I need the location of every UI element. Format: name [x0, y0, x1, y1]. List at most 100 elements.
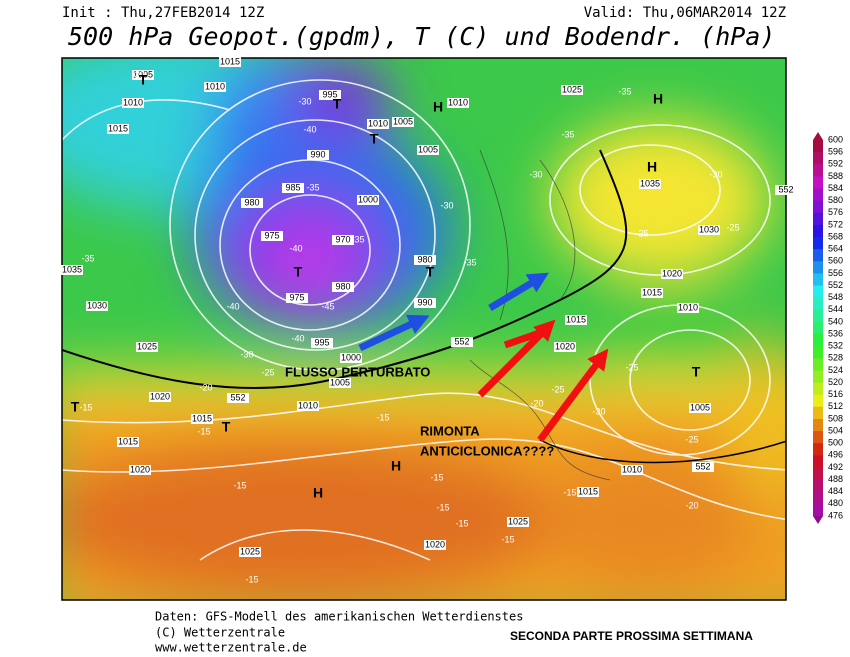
- temperature-label: -30: [131, 69, 144, 79]
- temperature-label: -15: [376, 412, 389, 422]
- label-box: [775, 185, 797, 195]
- colorbar-label: 552: [828, 280, 843, 290]
- isobar-label: 990: [417, 297, 432, 307]
- label-box: [136, 342, 158, 352]
- temperature-label: -25: [261, 367, 274, 377]
- footer-copyright: (C) Wetterzentrale: [155, 626, 285, 640]
- colorbar-swatch: [813, 491, 823, 505]
- ridge-arrow: [477, 319, 556, 398]
- isobar-label: 1005: [690, 402, 710, 412]
- label-box: [86, 301, 108, 311]
- label-box: [677, 303, 699, 313]
- temperature-label: -40: [289, 243, 302, 253]
- colorbar-label: 476: [828, 510, 843, 520]
- label-box: [286, 293, 308, 303]
- temperature-label: -15: [79, 402, 92, 412]
- pressure-center: T: [139, 72, 148, 88]
- isobar-label: 1010: [123, 97, 143, 107]
- isobar-label: 1010: [205, 81, 225, 91]
- label-box: [554, 342, 576, 352]
- label-box: [507, 517, 529, 527]
- init-time: Init : Thu,27FEB2014 12Z: [62, 5, 264, 21]
- label-box: [367, 119, 389, 129]
- annotation: FLUSSO PERTURBATO: [285, 364, 430, 379]
- label-box: [639, 179, 661, 189]
- colorbar-swatch: [813, 261, 823, 274]
- label-box: [219, 57, 241, 67]
- colorbar-swatch: [813, 479, 823, 493]
- label-box: [689, 403, 711, 413]
- colorbar-swatch: [813, 321, 823, 335]
- colorbar-label: 524: [828, 365, 843, 375]
- isobar-label: 975: [264, 230, 279, 240]
- isobar-label: 980: [335, 281, 350, 291]
- label-box: [227, 393, 249, 403]
- label-box: [621, 465, 643, 475]
- colorbar-swatch: [813, 164, 823, 177]
- temperature-label: -35: [463, 257, 476, 267]
- colorbar-label: 544: [828, 304, 843, 314]
- temperature-label: -30: [298, 96, 311, 106]
- isobar-label: 1010: [368, 118, 388, 128]
- label-box: [332, 282, 354, 292]
- colorbar-label: 484: [828, 486, 843, 496]
- isobar-label: 1035: [640, 178, 660, 188]
- colorbar-label: 556: [828, 268, 843, 278]
- temperature-label: -30: [440, 200, 453, 210]
- isobar-label: 1015: [192, 413, 212, 423]
- temperature-label: -35: [561, 129, 574, 139]
- map-frame: [61, 57, 787, 601]
- label-box: [297, 401, 319, 411]
- label-box: [332, 235, 354, 245]
- temperature-label: -20: [530, 398, 543, 408]
- colorbar-cap: [813, 516, 823, 524]
- colorbar-label: 520: [828, 377, 843, 387]
- temperature-label: -15: [501, 534, 514, 544]
- colorbar-label: 596: [828, 147, 843, 157]
- temperature-label: -30: [529, 169, 542, 179]
- pressure-center: H: [653, 91, 663, 107]
- label-box: [417, 145, 439, 155]
- colorbar-swatch: [813, 140, 823, 153]
- label-box: [565, 315, 587, 325]
- colorbar-swatch: [813, 176, 823, 190]
- temperature-label: -40: [226, 301, 239, 311]
- isobar-label: 1035: [62, 264, 82, 274]
- pressure-center: H: [647, 159, 657, 175]
- label-box: [129, 465, 151, 475]
- isobar-label: 1005: [393, 116, 413, 126]
- colorbar-label: 572: [828, 219, 843, 229]
- isobar-label: 1020: [555, 341, 575, 351]
- temperature-label: -35: [81, 253, 94, 263]
- isobar-label: 985: [285, 182, 300, 192]
- isobar-label: 1015: [642, 287, 662, 297]
- colorbar-swatch: [813, 370, 823, 384]
- isobar-label: 1010: [448, 97, 468, 107]
- label-box: [132, 70, 154, 80]
- colorbar-swatch: [813, 431, 823, 444]
- label-box: [122, 98, 144, 108]
- temperature-label: -30: [709, 169, 722, 179]
- isobar-label: 552: [778, 184, 793, 194]
- label-box: [340, 353, 362, 363]
- label-box: [239, 547, 261, 557]
- colorbar-swatch: [813, 418, 823, 432]
- isobar-label: 1020: [425, 539, 445, 549]
- colorbar-swatch: [813, 382, 823, 396]
- footer-url: www.wetterzentrale.de: [155, 641, 307, 655]
- isobar-label: 1020: [150, 391, 170, 401]
- colorbar-label: 532: [828, 341, 843, 351]
- annotation: ANTICICLONICA????: [420, 443, 554, 458]
- pressure-center: T: [71, 399, 80, 415]
- temperature-label: -25: [551, 384, 564, 394]
- isobar-label: 995: [314, 337, 329, 347]
- colorbar-label: 568: [828, 231, 843, 241]
- temperature-label: -30: [592, 406, 605, 416]
- label-box: [692, 462, 714, 472]
- pressure-center: T: [370, 131, 379, 147]
- colorbar-label: 492: [828, 462, 843, 472]
- isobar-label: 1005: [330, 377, 350, 387]
- colorbar-swatch: [813, 273, 823, 287]
- temperature-label: -40: [303, 124, 316, 134]
- isobar-label: 1015: [118, 436, 138, 446]
